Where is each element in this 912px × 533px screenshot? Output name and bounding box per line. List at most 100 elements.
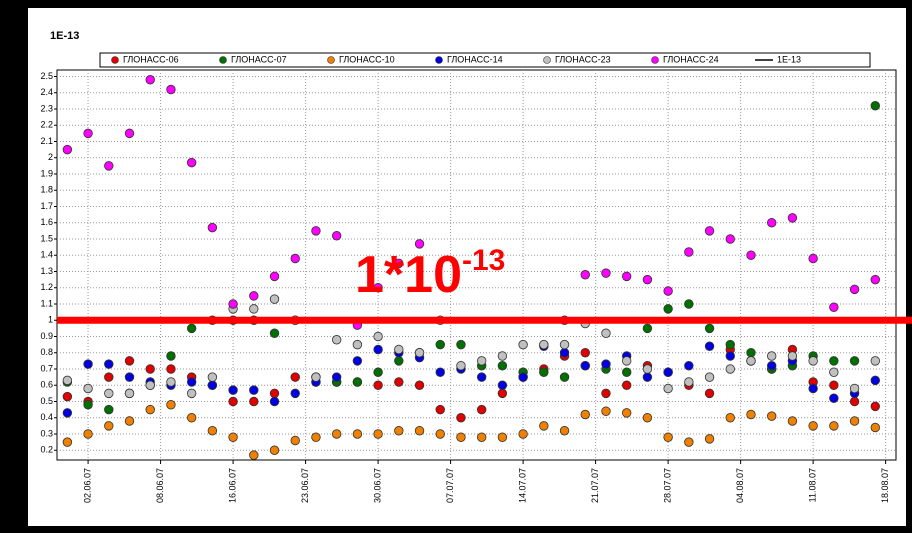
data-point xyxy=(704,434,715,444)
x-tick-label: 04.08.07 xyxy=(735,468,745,503)
data-point xyxy=(808,383,818,394)
data-point xyxy=(373,331,383,342)
data-point xyxy=(186,377,197,387)
annotation-superscript: -13 xyxy=(462,244,505,277)
data-point xyxy=(539,339,549,350)
data-point xyxy=(145,380,155,390)
data-point xyxy=(642,274,653,285)
data-point xyxy=(124,356,135,366)
data-point xyxy=(849,396,860,407)
data-point xyxy=(787,416,798,426)
legend-marker xyxy=(327,56,335,64)
data-point xyxy=(559,348,570,358)
data-point xyxy=(539,367,549,377)
data-point xyxy=(104,372,114,382)
legend-marker xyxy=(111,56,119,64)
data-point xyxy=(352,377,363,387)
data-point xyxy=(539,421,549,431)
data-point xyxy=(849,383,860,394)
x-tick-label: 28.07.07 xyxy=(662,468,672,503)
y-tick-label: 0.8 xyxy=(40,347,53,357)
data-point xyxy=(808,356,818,366)
data-point xyxy=(186,323,197,334)
data-point xyxy=(456,432,466,442)
data-point xyxy=(456,339,466,350)
data-point xyxy=(124,416,135,426)
legend-box xyxy=(99,52,871,68)
data-point xyxy=(104,404,114,415)
data-point xyxy=(414,239,425,249)
data-point xyxy=(83,400,93,410)
data-point xyxy=(829,380,839,390)
data-point xyxy=(207,222,218,233)
data-point xyxy=(808,253,818,264)
data-point xyxy=(311,226,321,236)
data-point xyxy=(621,356,632,366)
y-tick-label: 2.3 xyxy=(40,103,53,113)
data-point xyxy=(62,144,73,155)
data-point xyxy=(684,437,694,447)
data-point xyxy=(414,348,425,358)
data-point xyxy=(642,323,653,334)
y-tick-label: 1.5 xyxy=(40,233,53,243)
data-point xyxy=(704,323,715,334)
data-point xyxy=(124,388,135,399)
data-point xyxy=(435,367,445,377)
data-point xyxy=(228,396,238,407)
y-tick-label: 1.6 xyxy=(40,217,53,227)
y-tick-label: 1.4 xyxy=(40,250,53,260)
y-tick-label: 2 xyxy=(48,152,53,162)
data-point xyxy=(601,268,611,278)
data-point xyxy=(269,271,280,282)
data-point xyxy=(725,339,735,350)
data-point xyxy=(870,101,880,111)
data-point xyxy=(704,388,715,399)
data-point xyxy=(725,413,735,423)
data-point xyxy=(559,426,570,436)
data-point xyxy=(435,339,445,350)
x-tick-label: 30.06.07 xyxy=(372,468,382,503)
y-tick-label: 0.5 xyxy=(40,396,53,406)
legend-label: ГЛОНАСС-07 xyxy=(231,54,287,64)
data-point xyxy=(435,404,445,415)
data-point xyxy=(290,253,300,264)
data-point xyxy=(476,356,487,366)
data-point xyxy=(746,409,756,420)
data-point xyxy=(518,339,528,350)
data-point xyxy=(829,356,839,366)
data-point xyxy=(186,413,197,423)
data-point xyxy=(394,426,404,436)
plot-frame xyxy=(56,69,897,461)
data-point xyxy=(870,401,880,412)
data-point xyxy=(290,388,300,399)
data-point xyxy=(663,286,673,296)
y-tick-label: 1.9 xyxy=(40,168,53,178)
x-tick-label: 07.07.07 xyxy=(445,468,455,503)
data-point xyxy=(870,375,880,386)
data-point xyxy=(249,385,259,395)
y-tick-label: 1.2 xyxy=(40,282,53,292)
data-point xyxy=(62,391,73,402)
legend-label: ГЛОНАСС-23 xyxy=(555,54,611,64)
data-point xyxy=(207,426,218,436)
legend-label: 1E-13 xyxy=(777,54,801,64)
legend-label: ГЛОНАСС-24 xyxy=(663,54,719,64)
legend-marker xyxy=(543,56,551,64)
data-point xyxy=(725,364,735,374)
data-point xyxy=(290,435,300,446)
data-point xyxy=(166,364,176,374)
data-point xyxy=(83,429,93,439)
data-point xyxy=(62,437,73,447)
data-point xyxy=(849,284,860,295)
data-point xyxy=(311,432,321,442)
data-point xyxy=(849,356,860,366)
data-point xyxy=(642,372,653,382)
data-point xyxy=(704,226,715,236)
data-point xyxy=(311,372,321,382)
data-point xyxy=(684,247,694,257)
data-point xyxy=(104,388,114,399)
data-point xyxy=(746,348,756,358)
data-point xyxy=(621,408,632,418)
y-tick-label: 0.3 xyxy=(40,428,53,438)
data-point xyxy=(249,450,259,460)
